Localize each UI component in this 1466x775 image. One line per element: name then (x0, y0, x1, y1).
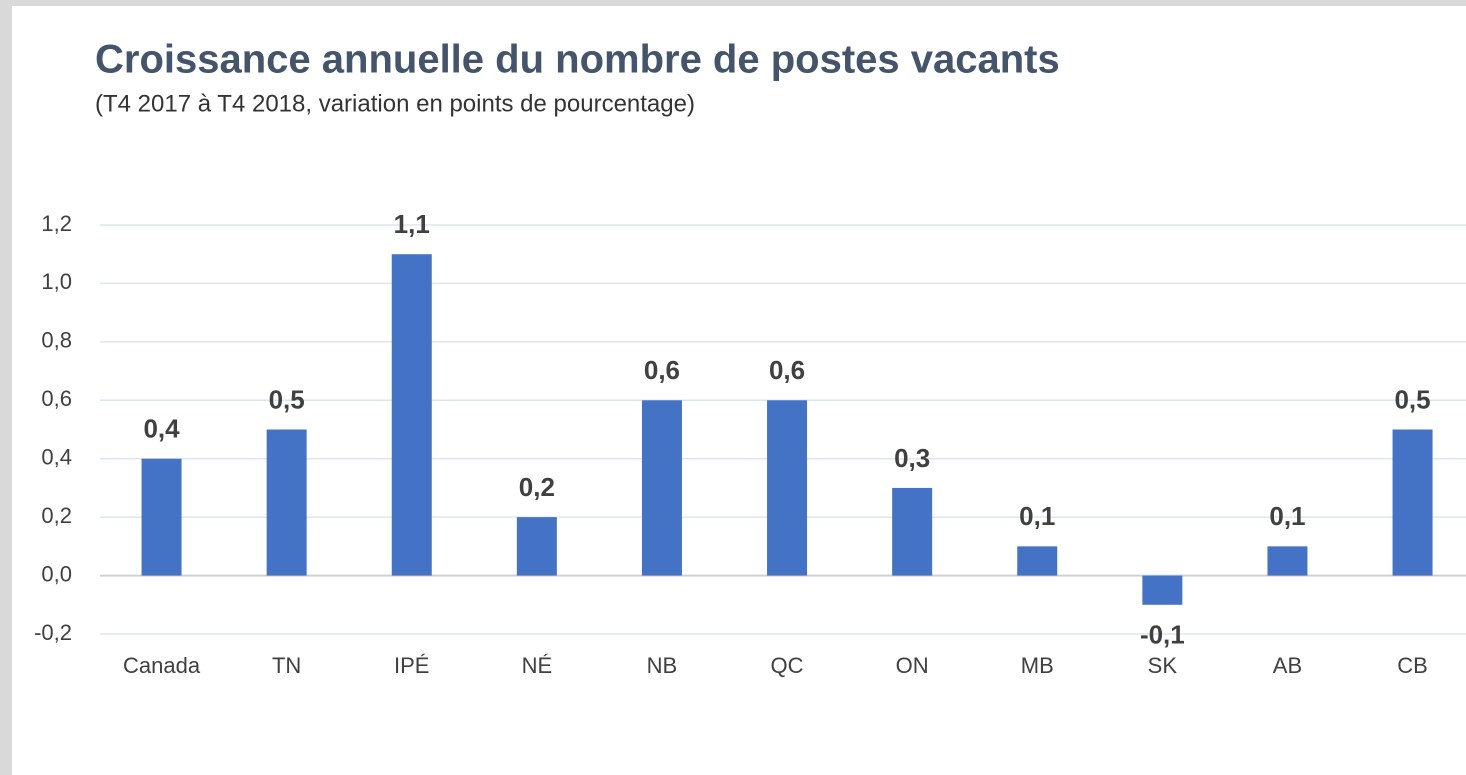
x-tick-label: CB (1397, 653, 1428, 678)
x-tick-label: QC (771, 653, 804, 678)
data-label: 0,3 (894, 443, 930, 473)
bar (1392, 429, 1433, 576)
data-label: -0,1 (1140, 620, 1185, 650)
x-tick-label: ON (896, 653, 929, 678)
data-label: 1,1 (394, 209, 430, 239)
bar (767, 400, 808, 576)
bar (516, 517, 557, 576)
y-tick-label: 1,2 (41, 211, 72, 236)
panel (12, 6, 1466, 775)
y-tick-label: 0,2 (41, 503, 72, 528)
bar (892, 487, 933, 576)
bar (1017, 546, 1058, 576)
x-tick-label: IPÉ (394, 653, 429, 678)
data-label: 0,6 (644, 355, 680, 385)
x-tick-label: SK (1148, 653, 1178, 678)
data-label: 0,6 (769, 355, 805, 385)
y-tick-label: 0,4 (41, 445, 72, 470)
x-tick-label: NB (647, 653, 678, 678)
data-label: 0,5 (1394, 384, 1430, 414)
bar (1142, 575, 1183, 605)
y-tick-label: -0,2 (34, 620, 72, 645)
data-label: 0,1 (1269, 501, 1305, 531)
bar (141, 458, 182, 576)
bar (641, 400, 682, 576)
y-tick-label: 1,0 (41, 269, 72, 294)
data-label: 0,2 (519, 472, 555, 502)
bar (266, 429, 307, 576)
x-tick-label: AB (1273, 653, 1302, 678)
bar (391, 254, 432, 576)
y-tick-label: 0,6 (41, 386, 72, 411)
x-tick-label: TN (272, 653, 301, 678)
y-tick-label: 0,0 (41, 561, 72, 586)
bar (1267, 546, 1308, 576)
data-label: 0,1 (1019, 501, 1055, 531)
x-tick-label: MB (1021, 653, 1054, 678)
x-tick-label: NÉ (522, 653, 553, 678)
chart-subtitle: (T4 2017 à T4 2018, variation en points … (95, 90, 695, 117)
chart-title: Croissance annuelle du nombre de postes … (95, 38, 1060, 82)
data-label: 0,5 (269, 384, 305, 414)
data-label: 0,4 (143, 414, 180, 444)
y-tick-label: 0,8 (41, 328, 72, 353)
x-tick-label: Canada (123, 653, 201, 678)
